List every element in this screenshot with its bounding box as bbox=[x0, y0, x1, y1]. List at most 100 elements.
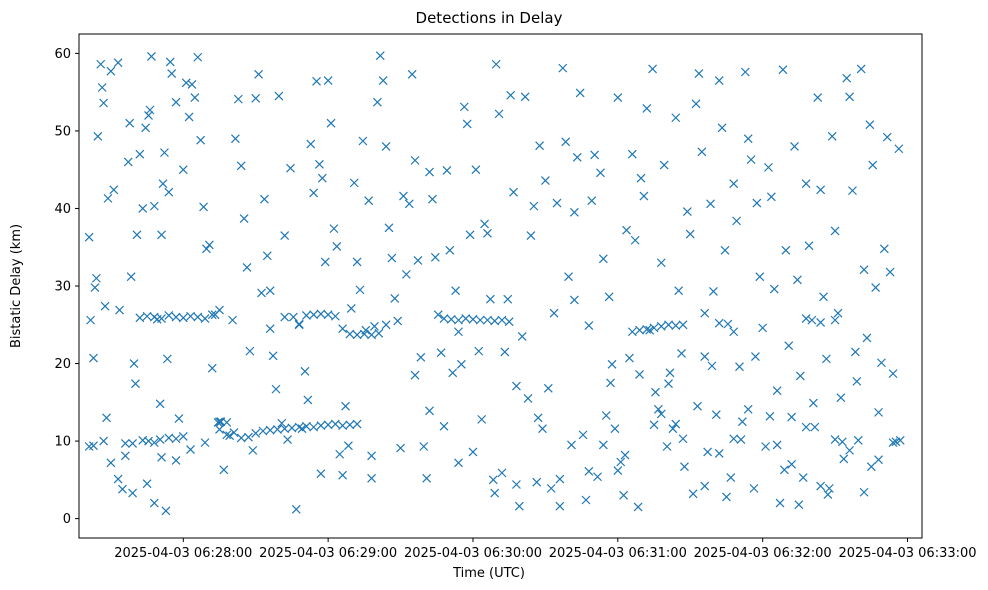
data-point-marker bbox=[149, 498, 159, 508]
data-point-marker bbox=[430, 252, 440, 262]
data-point-marker bbox=[309, 422, 319, 432]
data-point-marker bbox=[845, 445, 855, 455]
data-point-marker bbox=[848, 186, 857, 196]
data-point-marker bbox=[685, 229, 695, 239]
data-point-marker bbox=[436, 348, 446, 358]
data-point-marker bbox=[642, 104, 652, 113]
data-point-marker bbox=[167, 69, 177, 78]
data-point-marker bbox=[286, 163, 295, 173]
data-point-marker bbox=[178, 313, 188, 323]
data-point-marker bbox=[352, 419, 362, 429]
data-point-marker bbox=[384, 223, 394, 233]
data-point-marker bbox=[664, 379, 673, 389]
data-point-marker bbox=[236, 433, 246, 443]
data-point-marker bbox=[885, 267, 895, 277]
data-point-marker bbox=[280, 424, 290, 434]
data-point-marker bbox=[186, 445, 195, 455]
data-point-marker bbox=[439, 421, 449, 431]
data-point-marker bbox=[879, 244, 889, 254]
data-point-marker bbox=[671, 113, 681, 123]
data-point-marker bbox=[258, 426, 268, 436]
data-point-marker bbox=[671, 321, 681, 330]
data-point-marker bbox=[410, 370, 420, 380]
data-point-marker bbox=[761, 442, 770, 451]
data-point-marker bbox=[506, 90, 516, 100]
data-point-marker bbox=[135, 149, 145, 159]
data-point-marker bbox=[89, 441, 98, 451]
data-point-marker bbox=[233, 94, 243, 104]
data-point-marker bbox=[155, 435, 165, 444]
data-point-marker bbox=[590, 150, 600, 160]
data-point-marker bbox=[141, 123, 151, 133]
data-point-marker bbox=[729, 434, 739, 444]
data-point-marker bbox=[160, 148, 169, 158]
data-point-marker bbox=[142, 311, 152, 321]
data-point-marker bbox=[84, 232, 94, 242]
data-point-marker bbox=[171, 97, 181, 107]
data-point-marker bbox=[549, 308, 559, 318]
data-point-marker bbox=[251, 428, 261, 438]
data-point-marker bbox=[439, 314, 449, 323]
data-point-marker bbox=[164, 187, 174, 197]
data-point-marker bbox=[671, 419, 681, 429]
data-point-marker bbox=[358, 136, 368, 146]
data-point-marker bbox=[239, 214, 249, 223]
data-point-marker bbox=[578, 430, 588, 440]
data-point-marker bbox=[572, 152, 582, 162]
data-point-marker bbox=[155, 399, 165, 409]
data-point-marker bbox=[222, 418, 232, 427]
data-point-marker bbox=[627, 327, 637, 337]
data-point-marker bbox=[393, 316, 403, 326]
data-point-marker bbox=[494, 109, 504, 119]
data-point-marker bbox=[291, 504, 301, 514]
data-point-marker bbox=[500, 347, 510, 357]
x-axis: 2025-04-03 06:28:00 2025-04-03 06:29:00 20… bbox=[114, 538, 977, 561]
data-point-marker bbox=[888, 438, 898, 448]
data-point-marker bbox=[274, 91, 284, 101]
data-point-marker bbox=[193, 52, 203, 62]
data-point-marker bbox=[138, 204, 148, 213]
data-point-marker bbox=[200, 438, 210, 448]
data-point-marker bbox=[837, 437, 847, 447]
data-point-marker bbox=[523, 394, 533, 403]
data-point-marker bbox=[145, 105, 155, 115]
data-point-marker bbox=[135, 313, 145, 323]
data-point-marker bbox=[635, 369, 644, 379]
data-point-marker bbox=[787, 459, 797, 469]
data-point-marker bbox=[202, 244, 211, 254]
data-point-marker bbox=[587, 196, 597, 206]
data-point-marker bbox=[215, 425, 224, 434]
data-point-marker bbox=[471, 165, 481, 175]
data-point-marker bbox=[845, 92, 855, 102]
data-point-marker bbox=[779, 465, 789, 475]
data-point-marker bbox=[775, 498, 785, 508]
data-point-marker bbox=[552, 198, 562, 208]
data-point-marker bbox=[694, 69, 704, 78]
data-point-marker bbox=[187, 79, 197, 89]
data-point-marker bbox=[475, 315, 485, 325]
data-point-marker bbox=[399, 191, 408, 201]
data-point-marker bbox=[642, 324, 652, 334]
data-point-marker bbox=[662, 442, 672, 451]
data-point-marker bbox=[378, 76, 388, 85]
data-point-marker bbox=[126, 272, 136, 282]
data-point-marker bbox=[90, 283, 100, 292]
data-point-marker bbox=[593, 472, 602, 482]
data-point-marker bbox=[874, 455, 883, 465]
data-point-marker bbox=[839, 454, 849, 464]
data-point-marker bbox=[245, 346, 255, 356]
data-point-marker bbox=[236, 161, 246, 171]
data-point-marker bbox=[207, 363, 217, 373]
data-point-marker bbox=[833, 308, 843, 318]
data-point-marker bbox=[807, 315, 817, 325]
data-point-marker bbox=[569, 295, 579, 305]
data-point-marker bbox=[157, 314, 166, 323]
data-point-marker bbox=[407, 69, 417, 79]
data-point-marker bbox=[381, 142, 391, 151]
data-point-marker bbox=[651, 387, 660, 397]
data-point-marker bbox=[193, 312, 203, 322]
data-point-marker bbox=[165, 57, 175, 67]
data-point-marker bbox=[171, 312, 181, 322]
data-point-marker bbox=[784, 341, 794, 351]
